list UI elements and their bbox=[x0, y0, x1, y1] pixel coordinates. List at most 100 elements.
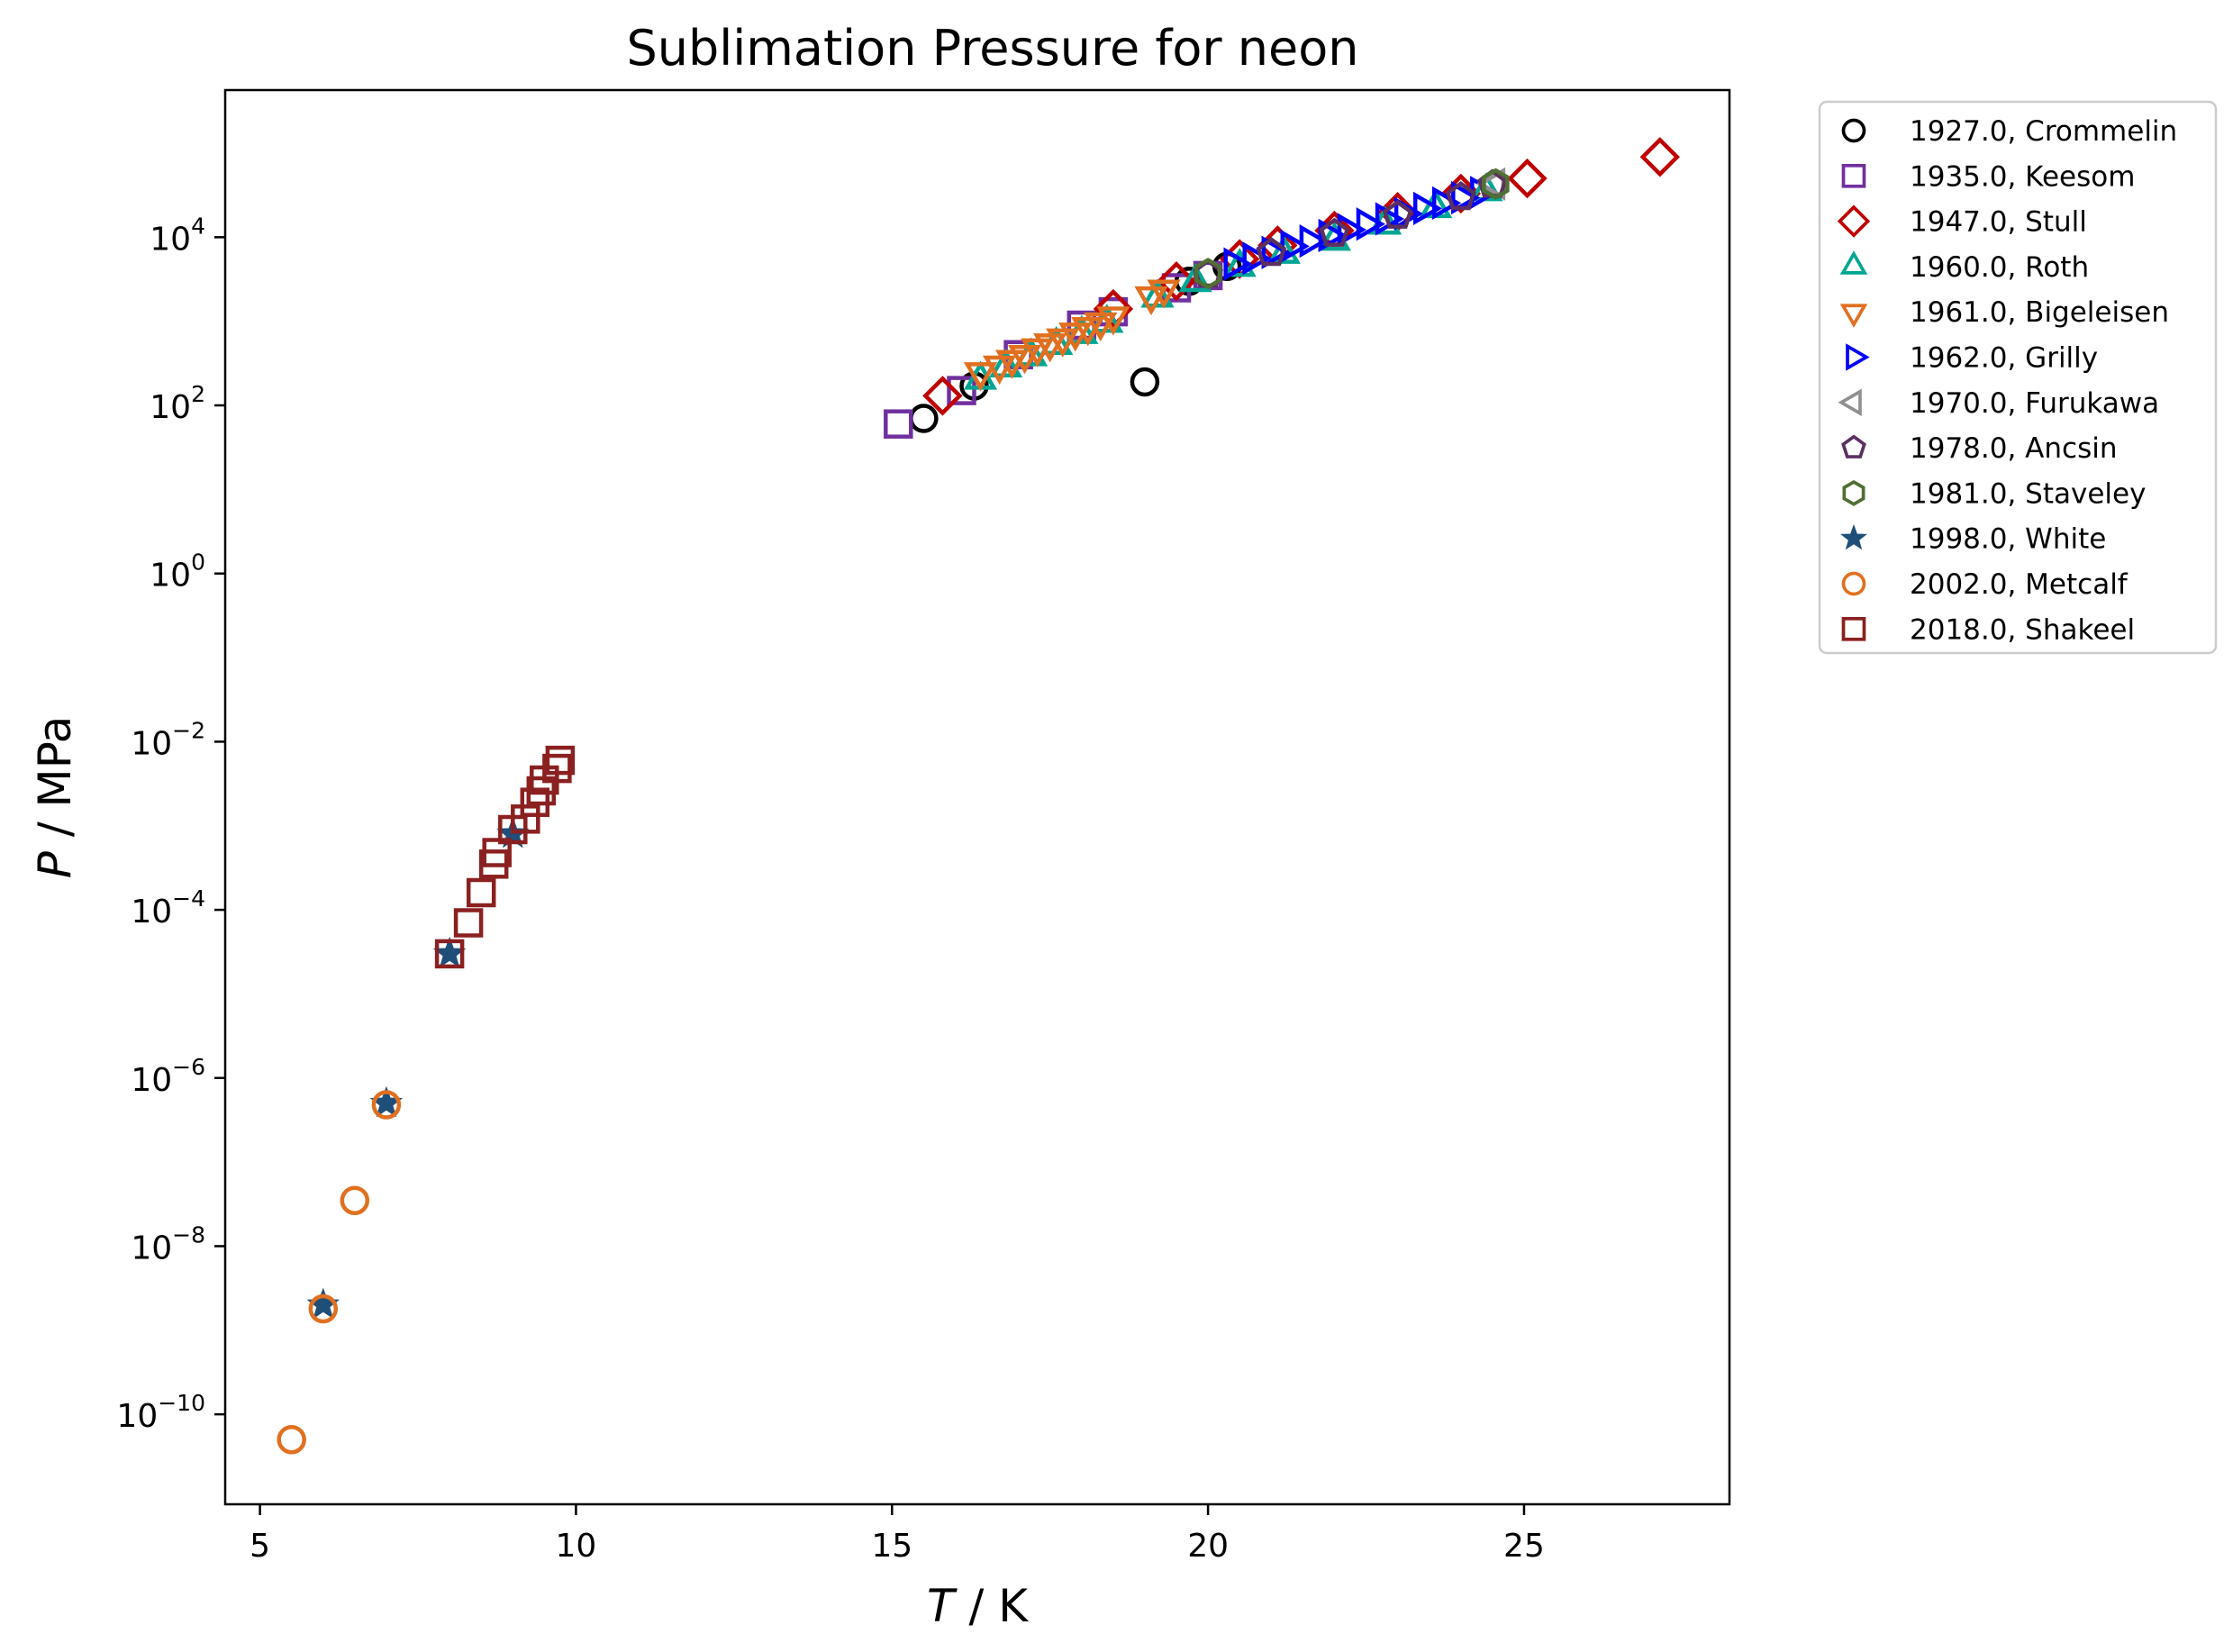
legend-label: 1981.0, Staveley bbox=[1910, 477, 2146, 510]
x-tick-label: 20 bbox=[1187, 1528, 1229, 1565]
y-tick-exponent: −2 bbox=[172, 717, 205, 743]
y-axis-label-unit: / MPa bbox=[29, 716, 81, 851]
plot-area-frame bbox=[223, 88, 1731, 1506]
data-point bbox=[1134, 286, 1168, 316]
legend-marker bbox=[1837, 204, 1871, 238]
legend-label: 1935.0, Keesom bbox=[1910, 160, 2135, 193]
data-point bbox=[922, 376, 963, 416]
x-tick-label: 25 bbox=[1503, 1528, 1545, 1565]
legend-marker bbox=[1841, 163, 1866, 188]
y-axis-label: P / MPa bbox=[29, 716, 81, 878]
data-point bbox=[1319, 217, 1350, 247]
data-point bbox=[1046, 328, 1080, 358]
legend-marker bbox=[1841, 616, 1866, 641]
data-point bbox=[545, 745, 576, 776]
y-tick-exponent: 4 bbox=[191, 213, 205, 239]
legend-marker bbox=[1841, 118, 1866, 143]
y-tick-label: 10−4 bbox=[131, 885, 205, 930]
legend-label: 2002.0, Metcalf bbox=[1910, 568, 2129, 601]
data-point bbox=[1356, 207, 1386, 241]
y-tick-exponent: 2 bbox=[191, 381, 205, 407]
y-tick-exponent: −8 bbox=[172, 1221, 205, 1248]
data-point bbox=[1256, 237, 1287, 267]
y-tick-exponent: −6 bbox=[172, 1054, 205, 1080]
legend-label: 1998.0, White bbox=[1910, 523, 2106, 556]
legend-marker bbox=[1839, 250, 1868, 275]
legend-marker bbox=[1846, 343, 1870, 371]
legend-marker bbox=[1842, 479, 1865, 506]
data-point bbox=[988, 348, 1023, 378]
legend-label: 1978.0, Ancsin bbox=[1910, 432, 2118, 465]
data-point bbox=[1007, 345, 1042, 375]
data-point bbox=[1382, 199, 1413, 229]
data-points bbox=[277, 137, 1680, 1455]
data-point bbox=[1445, 181, 1476, 211]
data-point bbox=[982, 355, 1017, 386]
data-point bbox=[884, 409, 913, 439]
data-point bbox=[1451, 180, 1481, 215]
x-axis-ticks: 5 10 15 20 25 bbox=[250, 1504, 1545, 1565]
data-point bbox=[453, 908, 484, 938]
legend-label: 1927.0, Crommelin bbox=[1910, 115, 2177, 148]
data-point bbox=[1140, 278, 1175, 308]
data-point bbox=[511, 804, 540, 834]
data-point bbox=[1431, 186, 1462, 221]
y-tick-label: 10−10 bbox=[116, 1390, 205, 1435]
y-tick-label: 104 bbox=[150, 213, 205, 258]
y-tick-exponent: 0 bbox=[191, 549, 205, 576]
y-tick-exponent: −4 bbox=[172, 885, 205, 912]
data-point bbox=[1318, 218, 1348, 253]
y-tick-base: 10 bbox=[131, 1062, 172, 1099]
data-point bbox=[1337, 213, 1367, 247]
y-tick-label: 100 bbox=[150, 549, 205, 595]
data-point bbox=[1147, 279, 1181, 309]
legend-label: 1962.0, Grilly bbox=[1910, 342, 2098, 375]
data-point bbox=[947, 376, 976, 405]
data-point bbox=[1130, 367, 1160, 397]
x-axis-label: T / K bbox=[927, 1580, 1029, 1632]
y-tick-label: 102 bbox=[150, 381, 205, 426]
data-point bbox=[434, 939, 465, 969]
legend-label: 1960.0, Roth bbox=[1910, 251, 2089, 284]
y-axis-label-variable: P bbox=[29, 850, 81, 878]
data-point bbox=[1093, 288, 1134, 330]
legend-frame bbox=[1818, 100, 2218, 655]
data-point bbox=[963, 362, 998, 392]
data-point bbox=[1507, 158, 1548, 199]
data-point bbox=[1194, 258, 1222, 290]
data-point bbox=[1266, 234, 1301, 264]
y-tick-base: 10 bbox=[131, 725, 172, 762]
data-point bbox=[1261, 235, 1291, 269]
legend-label: 2018.0, Shakeel bbox=[1910, 613, 2135, 646]
data-point bbox=[1482, 168, 1510, 200]
legend-label: 1947.0, Stull bbox=[1910, 206, 2087, 239]
y-tick-label: 10−2 bbox=[131, 717, 205, 762]
x-axis-label-unit: / K bbox=[955, 1580, 1030, 1632]
data-point bbox=[1242, 241, 1272, 276]
legend-marker bbox=[1841, 571, 1866, 596]
data-point bbox=[308, 1293, 339, 1324]
y-tick-label: 10−6 bbox=[131, 1054, 205, 1099]
y-tick-base: 10 bbox=[150, 389, 191, 426]
x-tick-label: 10 bbox=[556, 1528, 597, 1565]
y-tick-base: 10 bbox=[131, 894, 172, 930]
data-point bbox=[371, 1090, 402, 1120]
x-axis-label-variable: T bbox=[927, 1580, 958, 1632]
data-point bbox=[1156, 261, 1197, 302]
data-point bbox=[542, 753, 572, 784]
data-point bbox=[340, 1185, 370, 1215]
legend-label: 1961.0, Bigeleisen bbox=[1910, 296, 2169, 329]
data-point bbox=[1178, 262, 1212, 293]
x-tick-label: 5 bbox=[250, 1528, 270, 1565]
legend: 1927.0, Crommelin 1935.0, Keesom 1947.0, S… bbox=[1818, 100, 2218, 655]
chart-title: Sublimation Pressure for neon bbox=[627, 20, 1359, 77]
y-tick-label: 10−8 bbox=[131, 1221, 205, 1266]
data-point bbox=[466, 877, 496, 908]
legend-label: 1970.0, Furukawa bbox=[1910, 387, 2159, 420]
data-point bbox=[909, 404, 939, 433]
y-tick-base: 10 bbox=[150, 558, 191, 595]
data-point bbox=[277, 1424, 306, 1455]
data-point bbox=[1058, 322, 1093, 352]
